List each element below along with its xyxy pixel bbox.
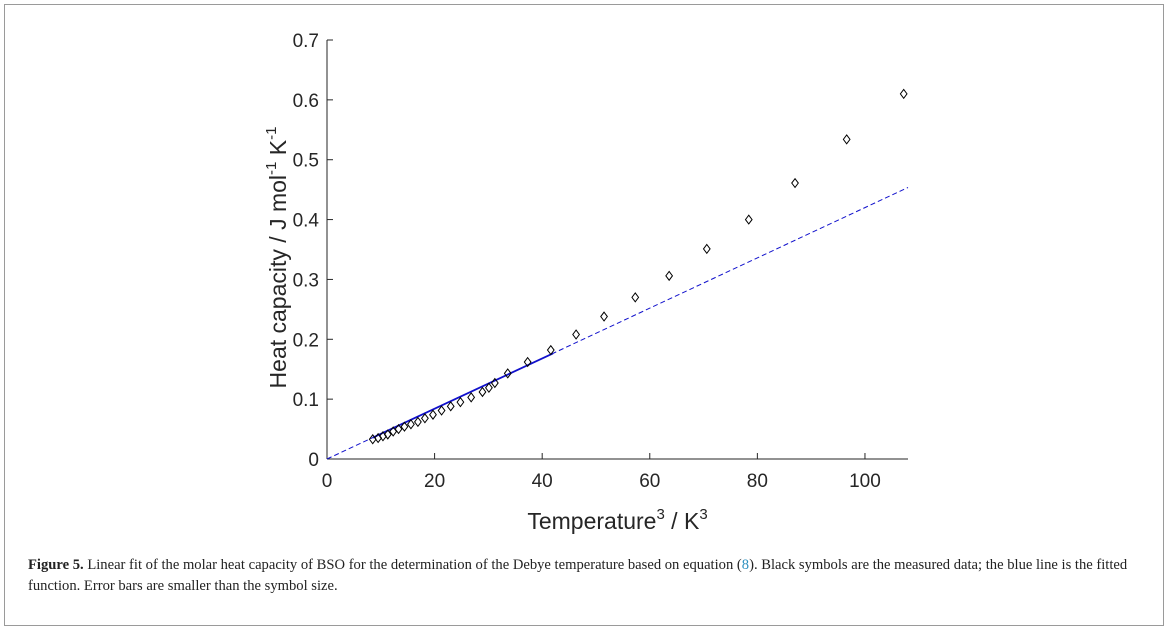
data-point bbox=[503, 368, 512, 379]
equation-reference-link[interactable]: 8 bbox=[741, 557, 750, 573]
x-axis-title: Temperature3 / K3 bbox=[527, 506, 707, 534]
y-tick-label: 0.6 bbox=[293, 91, 319, 112]
data-point bbox=[420, 413, 429, 424]
y-tick-label: 0.1 bbox=[293, 390, 319, 411]
data-point bbox=[600, 311, 608, 322]
figure-frame bbox=[4, 4, 1164, 626]
y-tick-label: 0.2 bbox=[293, 330, 319, 351]
data-point bbox=[546, 344, 555, 356]
y-tick-label: 0.7 bbox=[293, 31, 319, 52]
data-point bbox=[437, 405, 446, 416]
x-tick-label: 60 bbox=[639, 471, 660, 492]
data-point bbox=[702, 243, 711, 255]
x-tick-label: 40 bbox=[532, 471, 553, 492]
data-point bbox=[523, 356, 532, 368]
y-axis-title: Heat capacity / J mol-1 K-1 bbox=[263, 127, 291, 389]
data-point bbox=[429, 409, 437, 420]
caption-text-part1: Linear fit of the molar heat capacity of… bbox=[83, 557, 742, 573]
data-point bbox=[467, 392, 476, 403]
x-tick-label: 0 bbox=[322, 471, 333, 492]
data-point bbox=[478, 386, 487, 398]
data-point bbox=[485, 382, 493, 394]
y-tick-label: 0.3 bbox=[293, 270, 319, 291]
y-tick-label: 0.5 bbox=[293, 151, 319, 172]
data-point bbox=[791, 177, 799, 189]
data-point bbox=[406, 419, 415, 430]
data-point bbox=[456, 396, 465, 408]
data-point bbox=[383, 429, 392, 440]
y-tick-label: 0 bbox=[308, 450, 319, 471]
data-point bbox=[631, 292, 640, 303]
data-point bbox=[490, 377, 499, 389]
data-point bbox=[744, 214, 753, 225]
caption-label: Figure 5. bbox=[28, 557, 84, 573]
x-tick-label: 100 bbox=[849, 471, 881, 492]
data-point bbox=[665, 270, 674, 282]
chart: 0 20 40 60 80 100 0 0.1 0.2 0.3 0.4 0.5 0.6 0.7 Tempe… bbox=[263, 31, 909, 534]
caption-text-part2: ). Black symbols are the measured data; … bbox=[28, 557, 1128, 594]
extrapolated-fit-line bbox=[326, 187, 909, 460]
y-tick-label: 0.4 bbox=[293, 211, 320, 232]
x-tick-label: 20 bbox=[424, 471, 445, 492]
plot-area: 0 20 40 60 80 100 0 0.1 0.2 0.3 0.4 0.5 0.6 0.7 bbox=[293, 31, 909, 492]
data-point bbox=[899, 88, 908, 100]
x-tick-label: 80 bbox=[747, 471, 768, 492]
data-point bbox=[842, 134, 851, 145]
data-point bbox=[572, 329, 581, 340]
data-point bbox=[400, 421, 409, 432]
data-point bbox=[394, 423, 403, 435]
data-point bbox=[446, 401, 455, 412]
figure-caption: Figure 5. Linear fit of the molar heat c… bbox=[28, 555, 1138, 597]
data-point bbox=[413, 416, 422, 428]
